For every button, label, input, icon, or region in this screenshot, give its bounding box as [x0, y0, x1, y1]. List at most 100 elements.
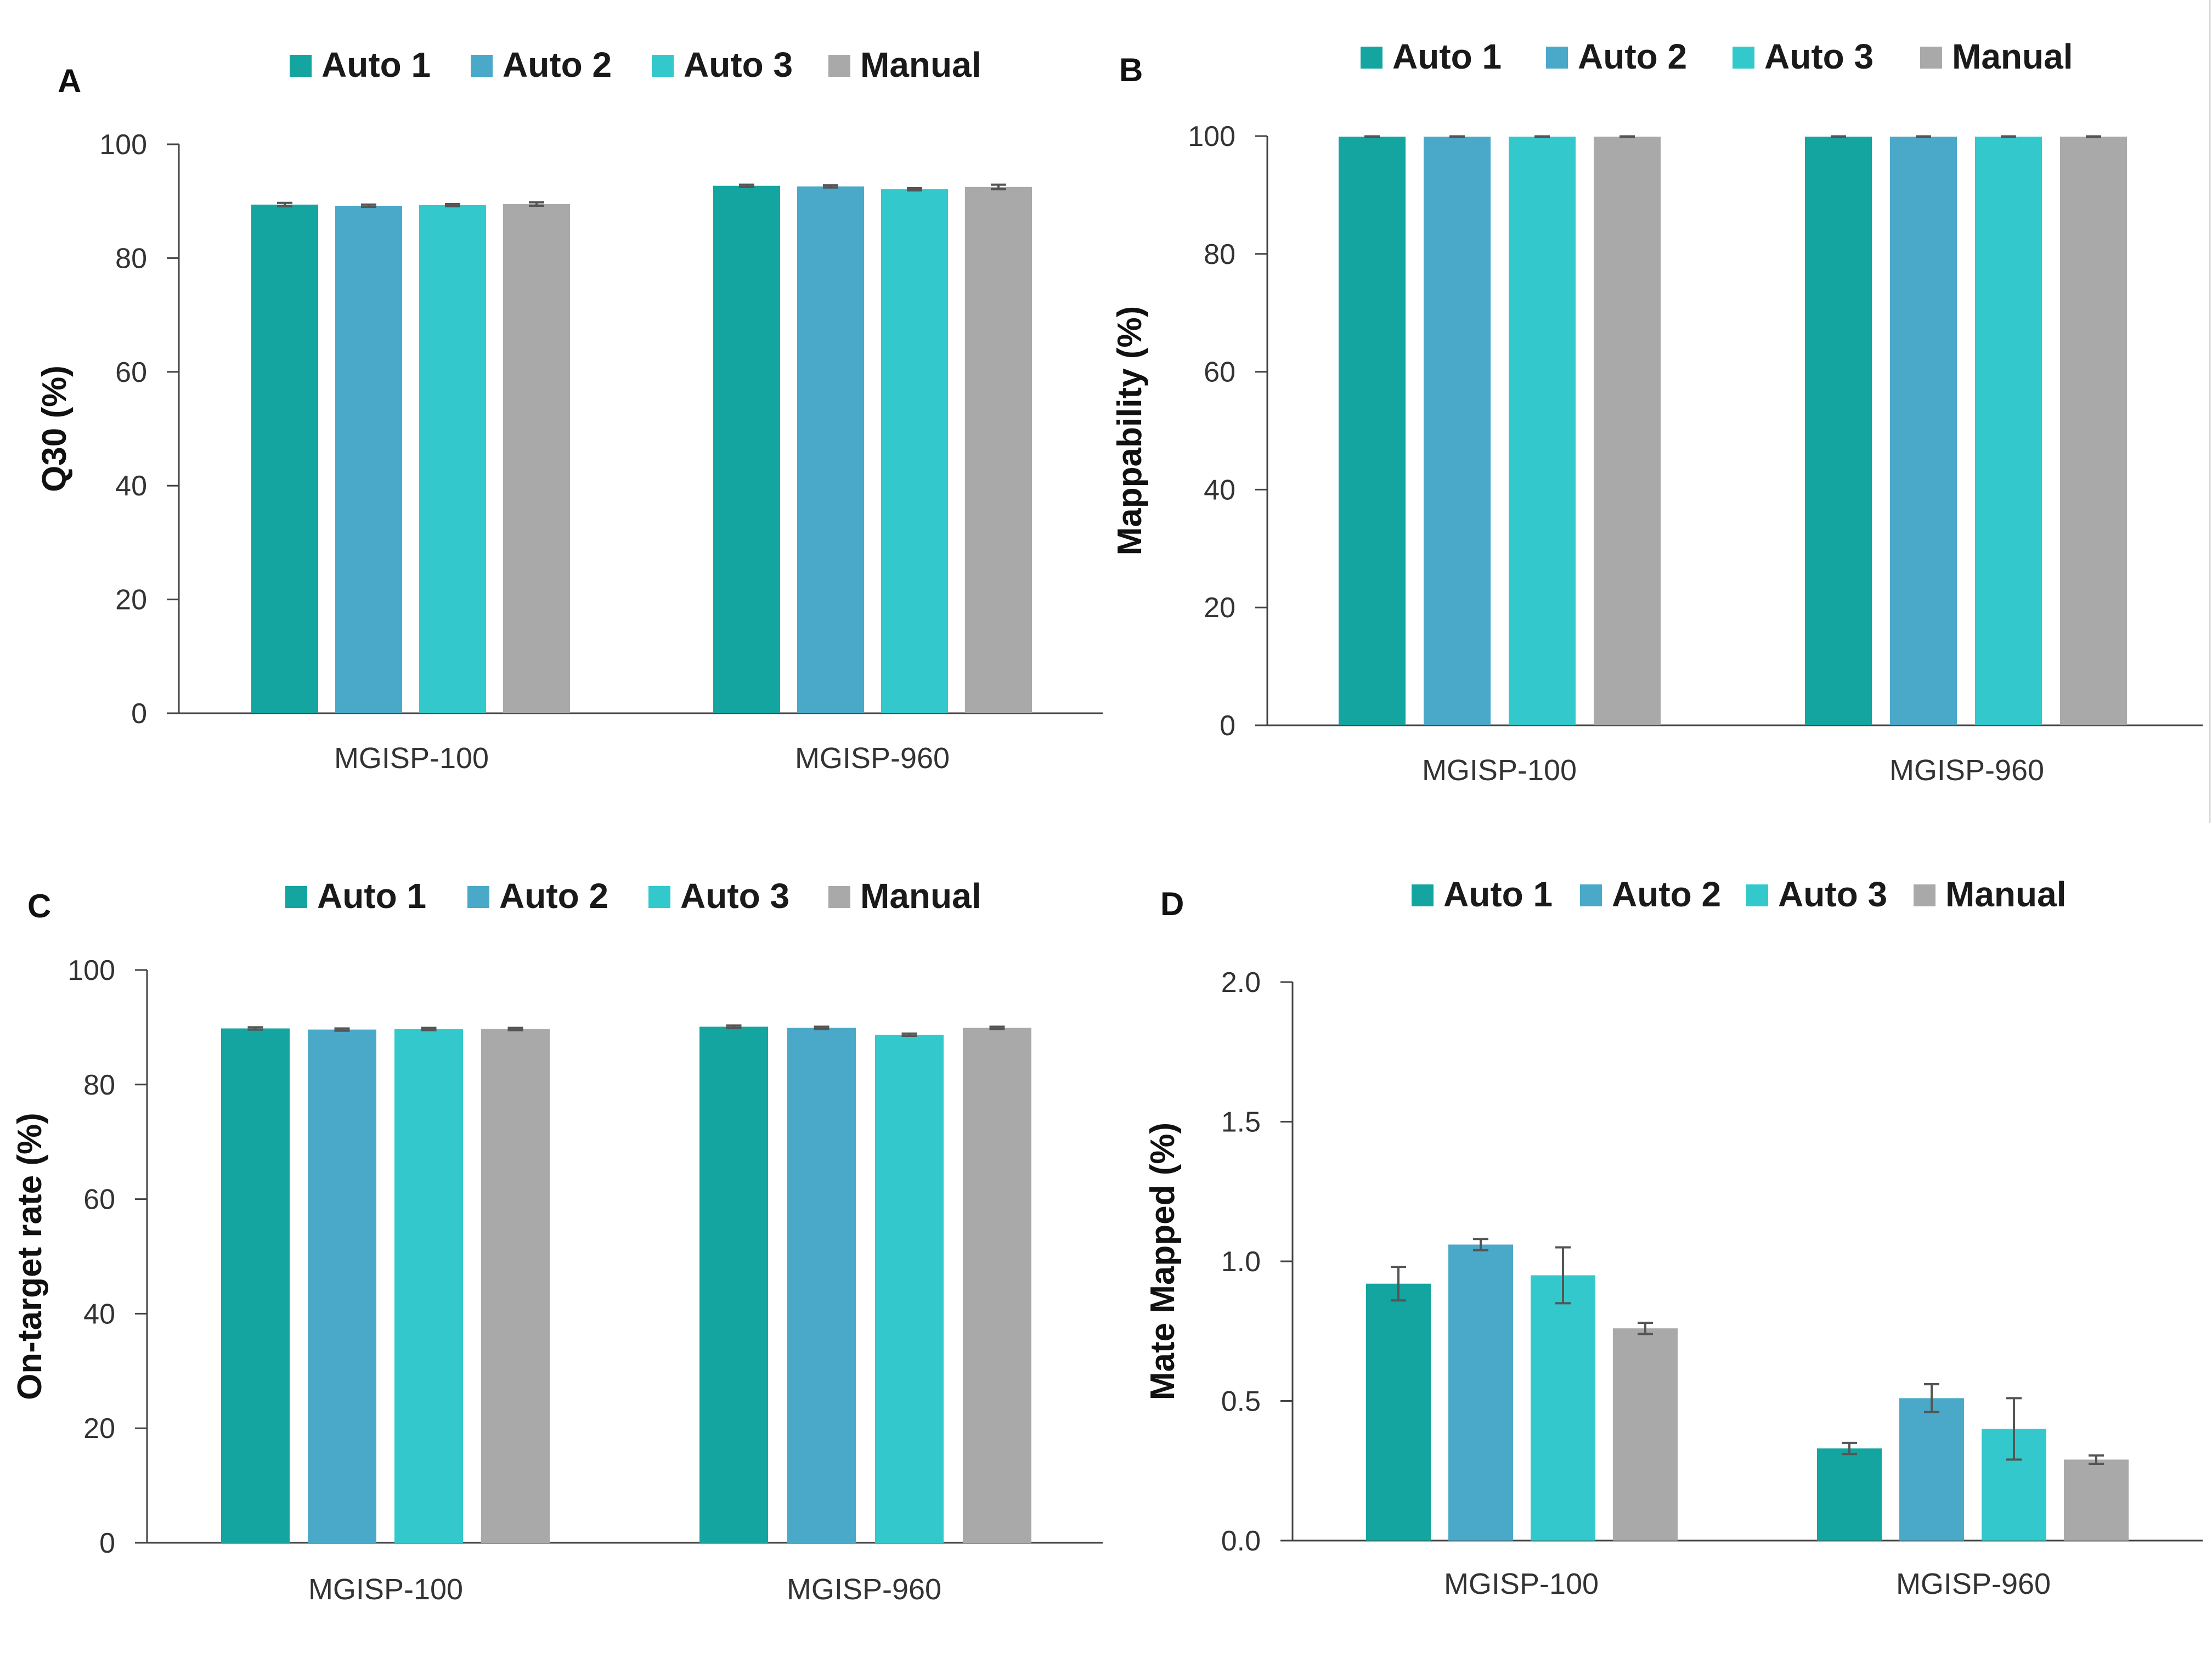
bar-auto-1-mgisp-100: [1366, 1283, 1431, 1541]
chart-panel-b: B Auto 1 Auto 2 Auto 3 Manual 0 20 40 60 80 100 Map…: [1111, 37, 2203, 787]
chart-panel-c: C Auto 1 Auto 2 Auto 3 Manual 0 20 40 60 80 100 On-…: [11, 876, 1103, 1606]
chart-panel-a: A Auto 1 Auto 2 Auto 3 Manual 0 20 40 60 80 100 Q30…: [36, 45, 1103, 775]
bar-auto-2-mgisp-960: [1890, 137, 1957, 726]
y-tick-label: 40: [1204, 474, 1235, 506]
y-tick-label: 40: [115, 470, 147, 502]
bar-auto-2-mgisp-100: [1448, 1244, 1513, 1541]
x-category-label: MGISP-960: [1889, 754, 2044, 787]
y-tick-label: 100: [1188, 121, 1235, 153]
x-category-label: MGISP-100: [308, 1573, 463, 1606]
legend-swatch-4: [1920, 47, 1942, 69]
legend-swatch-4: [1914, 884, 1936, 906]
y-tick-label: 0: [99, 1527, 115, 1559]
x-category-label: MGISP-960: [787, 1573, 941, 1606]
legend-swatch-3: [1733, 47, 1754, 69]
bar-auto-2-mgisp-100: [335, 205, 402, 714]
legend-swatch-3: [648, 886, 670, 908]
bar-manual-mgisp-100: [503, 204, 570, 713]
panel-letter: B: [1119, 52, 1143, 88]
y-tick-label: 1.0: [1221, 1246, 1261, 1278]
bar-auto-2-mgisp-100: [1424, 137, 1491, 726]
y-tick-label: 60: [83, 1184, 115, 1216]
legend-label-1: Auto 1: [321, 45, 431, 84]
legend-swatch-2: [471, 55, 493, 77]
bar-manual-mgisp-960: [2064, 1459, 2129, 1541]
legend-label-2: Auto 2: [503, 45, 612, 84]
bar-auto-1-mgisp-100: [251, 204, 318, 713]
y-tick-label: 60: [1204, 357, 1235, 388]
y-tick-label: 20: [83, 1413, 115, 1445]
bar-manual-mgisp-100: [1594, 137, 1661, 726]
legend-label-4: Manual: [1952, 37, 2073, 76]
y-axis-title: Mappability (%): [1111, 306, 1149, 556]
bar-auto-2-mgisp-100: [308, 1029, 376, 1543]
bar-manual-mgisp-960: [965, 187, 1032, 713]
bar-auto-1-mgisp-960: [699, 1027, 768, 1543]
legend-swatch-3: [1746, 884, 1768, 906]
bar-auto-3-mgisp-100: [419, 205, 486, 714]
x-category-label: MGISP-100: [334, 742, 489, 775]
legend-swatch-2: [1580, 884, 1602, 906]
y-tick-label: 60: [115, 357, 147, 388]
y-tick-label: 20: [1204, 592, 1235, 624]
legend-label-2: Auto 2: [1612, 875, 1721, 914]
y-axis-title: Mate Mapped (%): [1144, 1123, 1182, 1400]
bar-auto-2-mgisp-960: [787, 1028, 856, 1543]
bar-auto-3-mgisp-100: [394, 1029, 463, 1543]
bar-auto-3-mgisp-960: [1975, 137, 2042, 726]
y-tick-label: 2.0: [1221, 967, 1261, 999]
y-tick-label: 40: [83, 1298, 115, 1330]
legend-label-4: Manual: [1945, 875, 2066, 914]
bar-auto-1-mgisp-100: [221, 1028, 290, 1543]
legend-label-3: Auto 3: [684, 45, 793, 84]
bar-auto-2-mgisp-960: [1899, 1398, 1964, 1541]
legend-swatch-4: [828, 886, 850, 908]
y-tick-label: 0.0: [1221, 1525, 1261, 1557]
bar-auto-1-mgisp-960: [1817, 1448, 1882, 1541]
y-tick-label: 100: [99, 129, 147, 161]
legend-label-3: Auto 3: [1764, 37, 1874, 76]
x-category-label: MGISP-960: [795, 742, 950, 775]
y-tick-label: 20: [115, 584, 147, 616]
legend-swatch-1: [1361, 47, 1383, 69]
legend-label-3: Auto 3: [1778, 875, 1887, 914]
legend-swatch-2: [1546, 47, 1568, 69]
bar-auto-3-mgisp-100: [1509, 137, 1576, 726]
y-tick-label: 1.5: [1221, 1107, 1261, 1138]
bar-auto-1-mgisp-960: [1805, 137, 1872, 726]
legend-label-4: Manual: [860, 45, 981, 84]
y-axis-title: Q30 (%): [36, 365, 74, 492]
y-tick-label: 80: [115, 243, 147, 274]
x-category-label: MGISP-100: [1444, 1567, 1599, 1600]
y-tick-label: 80: [83, 1069, 115, 1101]
bar-auto-1-mgisp-960: [713, 185, 780, 713]
bar-manual-mgisp-100: [481, 1029, 550, 1543]
legend-swatch-3: [652, 55, 674, 77]
bar-manual-mgisp-960: [2060, 137, 2127, 726]
legend-swatch-1: [290, 55, 312, 77]
bar-auto-3-mgisp-960: [875, 1034, 944, 1543]
panel-letter: C: [27, 888, 51, 924]
bar-auto-3-mgisp-960: [881, 189, 948, 714]
y-tick-label: 100: [67, 955, 115, 986]
x-category-label: MGISP-960: [1896, 1567, 2051, 1600]
bar-manual-mgisp-100: [1613, 1328, 1678, 1541]
x-category-label: MGISP-100: [1422, 754, 1577, 787]
legend-label-2: Auto 2: [499, 876, 608, 916]
chart-panel-d: D Auto 1 Auto 2 Auto 3 Manual 0.0 0.5 1.0 1.5 2.0…: [1144, 875, 2203, 1600]
y-tick-label: 0.5: [1221, 1386, 1261, 1418]
legend-label-1: Auto 1: [1443, 875, 1553, 914]
y-tick-label: 0: [1220, 710, 1235, 742]
legend-swatch-1: [1412, 884, 1434, 906]
legend-label-4: Manual: [860, 876, 981, 916]
panel-letter: A: [58, 63, 81, 99]
bar-auto-2-mgisp-960: [797, 186, 864, 713]
legend-swatch-2: [467, 886, 489, 908]
legend-label-3: Auto 3: [680, 876, 789, 916]
panel-letter: D: [1160, 886, 1184, 922]
legend-swatch-1: [285, 886, 307, 908]
bar-auto-1-mgisp-100: [1339, 137, 1406, 726]
legend-swatch-4: [828, 55, 850, 77]
legend-label-2: Auto 2: [1578, 37, 1687, 76]
